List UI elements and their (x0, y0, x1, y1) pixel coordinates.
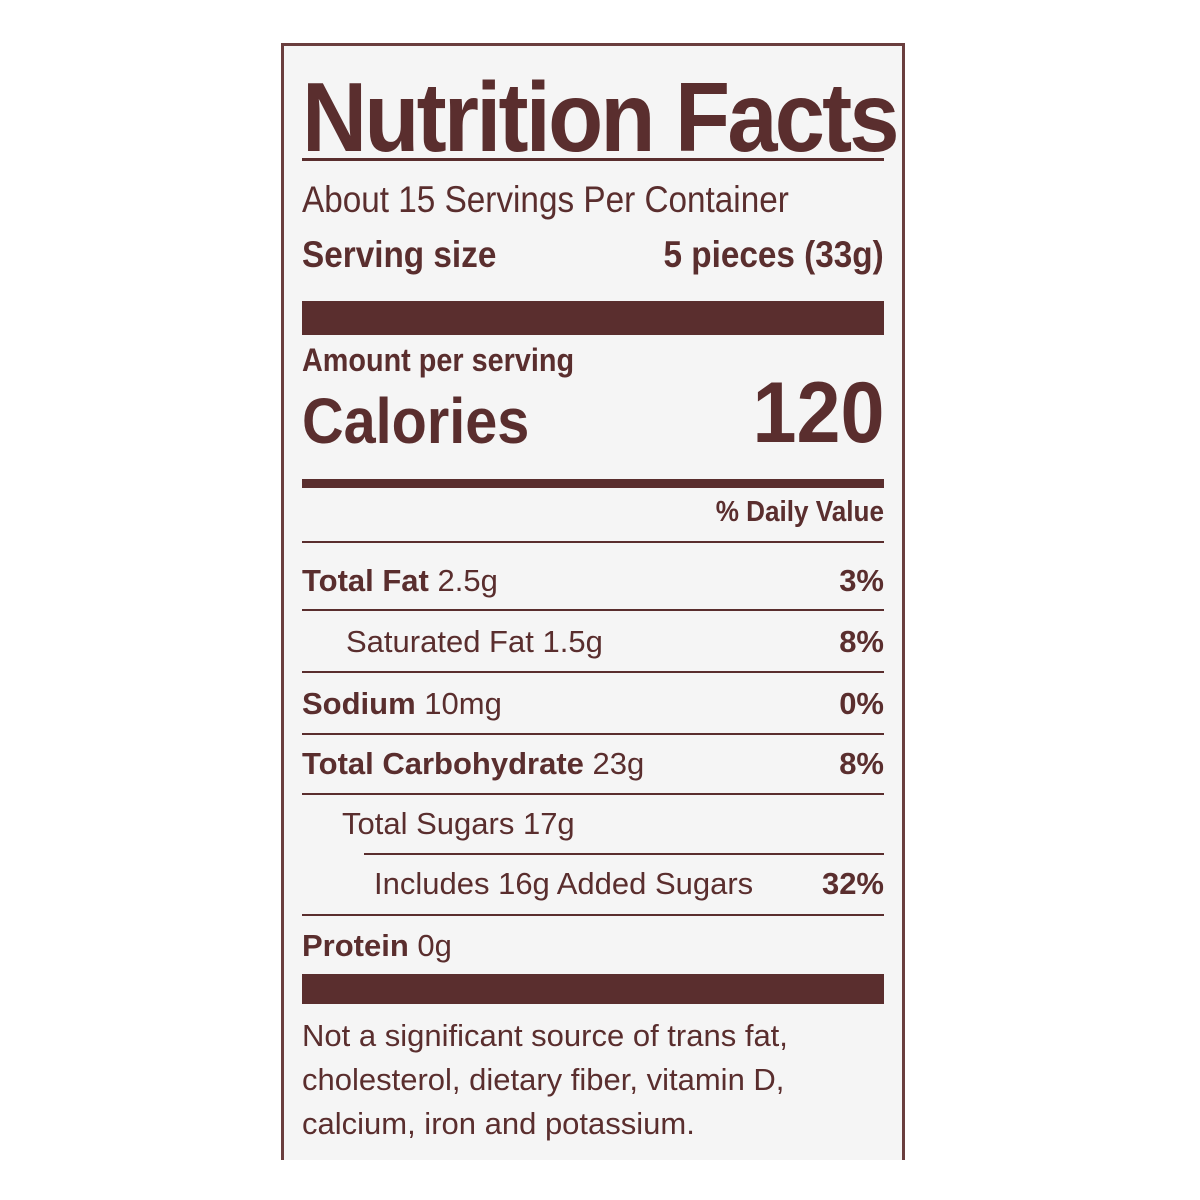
title: Nutrition Facts (302, 62, 900, 172)
nutrient-dv: 32% (821, 866, 884, 901)
divider (364, 853, 884, 855)
thick-divider (302, 301, 884, 335)
nutrient-row: Protein 0g (302, 928, 452, 963)
medium-divider (302, 479, 884, 488)
nutrient-row: Total Sugars 17g (342, 806, 575, 841)
nutrition-facts-label: Nutrition Facts About 15 Servings Per Co… (281, 43, 905, 1160)
serving-size-label: Serving size (302, 234, 497, 275)
amount-per-serving: Amount per serving (302, 342, 575, 378)
calories-value: 120 (751, 365, 884, 461)
servings-per-container: About 15 Servings Per Container (302, 179, 789, 220)
thick-divider (302, 974, 884, 1004)
daily-value-header: % Daily Value (715, 496, 884, 528)
nutrient-dv: 8% (839, 624, 884, 659)
nutrient-row: Total Fat 2.5g (302, 563, 498, 598)
calories-label: Calories (302, 385, 530, 457)
divider (302, 914, 884, 916)
footnote: Not a significant source of trans fat, ch… (302, 1018, 788, 1141)
divider (302, 541, 884, 543)
nutrient-row: Includes 16g Added Sugars (374, 866, 754, 901)
divider (302, 733, 884, 735)
serving-size-value: 5 pieces (33g) (663, 234, 884, 275)
divider (302, 609, 884, 611)
nutrient-dv: 3% (839, 563, 884, 598)
nutrient-dv: 0% (839, 686, 884, 721)
nutrient-row: Saturated Fat 1.5g (346, 624, 603, 659)
nutrient-row: Sodium 10mg (302, 686, 502, 721)
divider (302, 793, 884, 795)
divider (302, 158, 884, 161)
nutrient-dv: 8% (839, 746, 884, 781)
nutrient-row: Total Carbohydrate 23g (302, 746, 645, 781)
divider (302, 671, 884, 673)
